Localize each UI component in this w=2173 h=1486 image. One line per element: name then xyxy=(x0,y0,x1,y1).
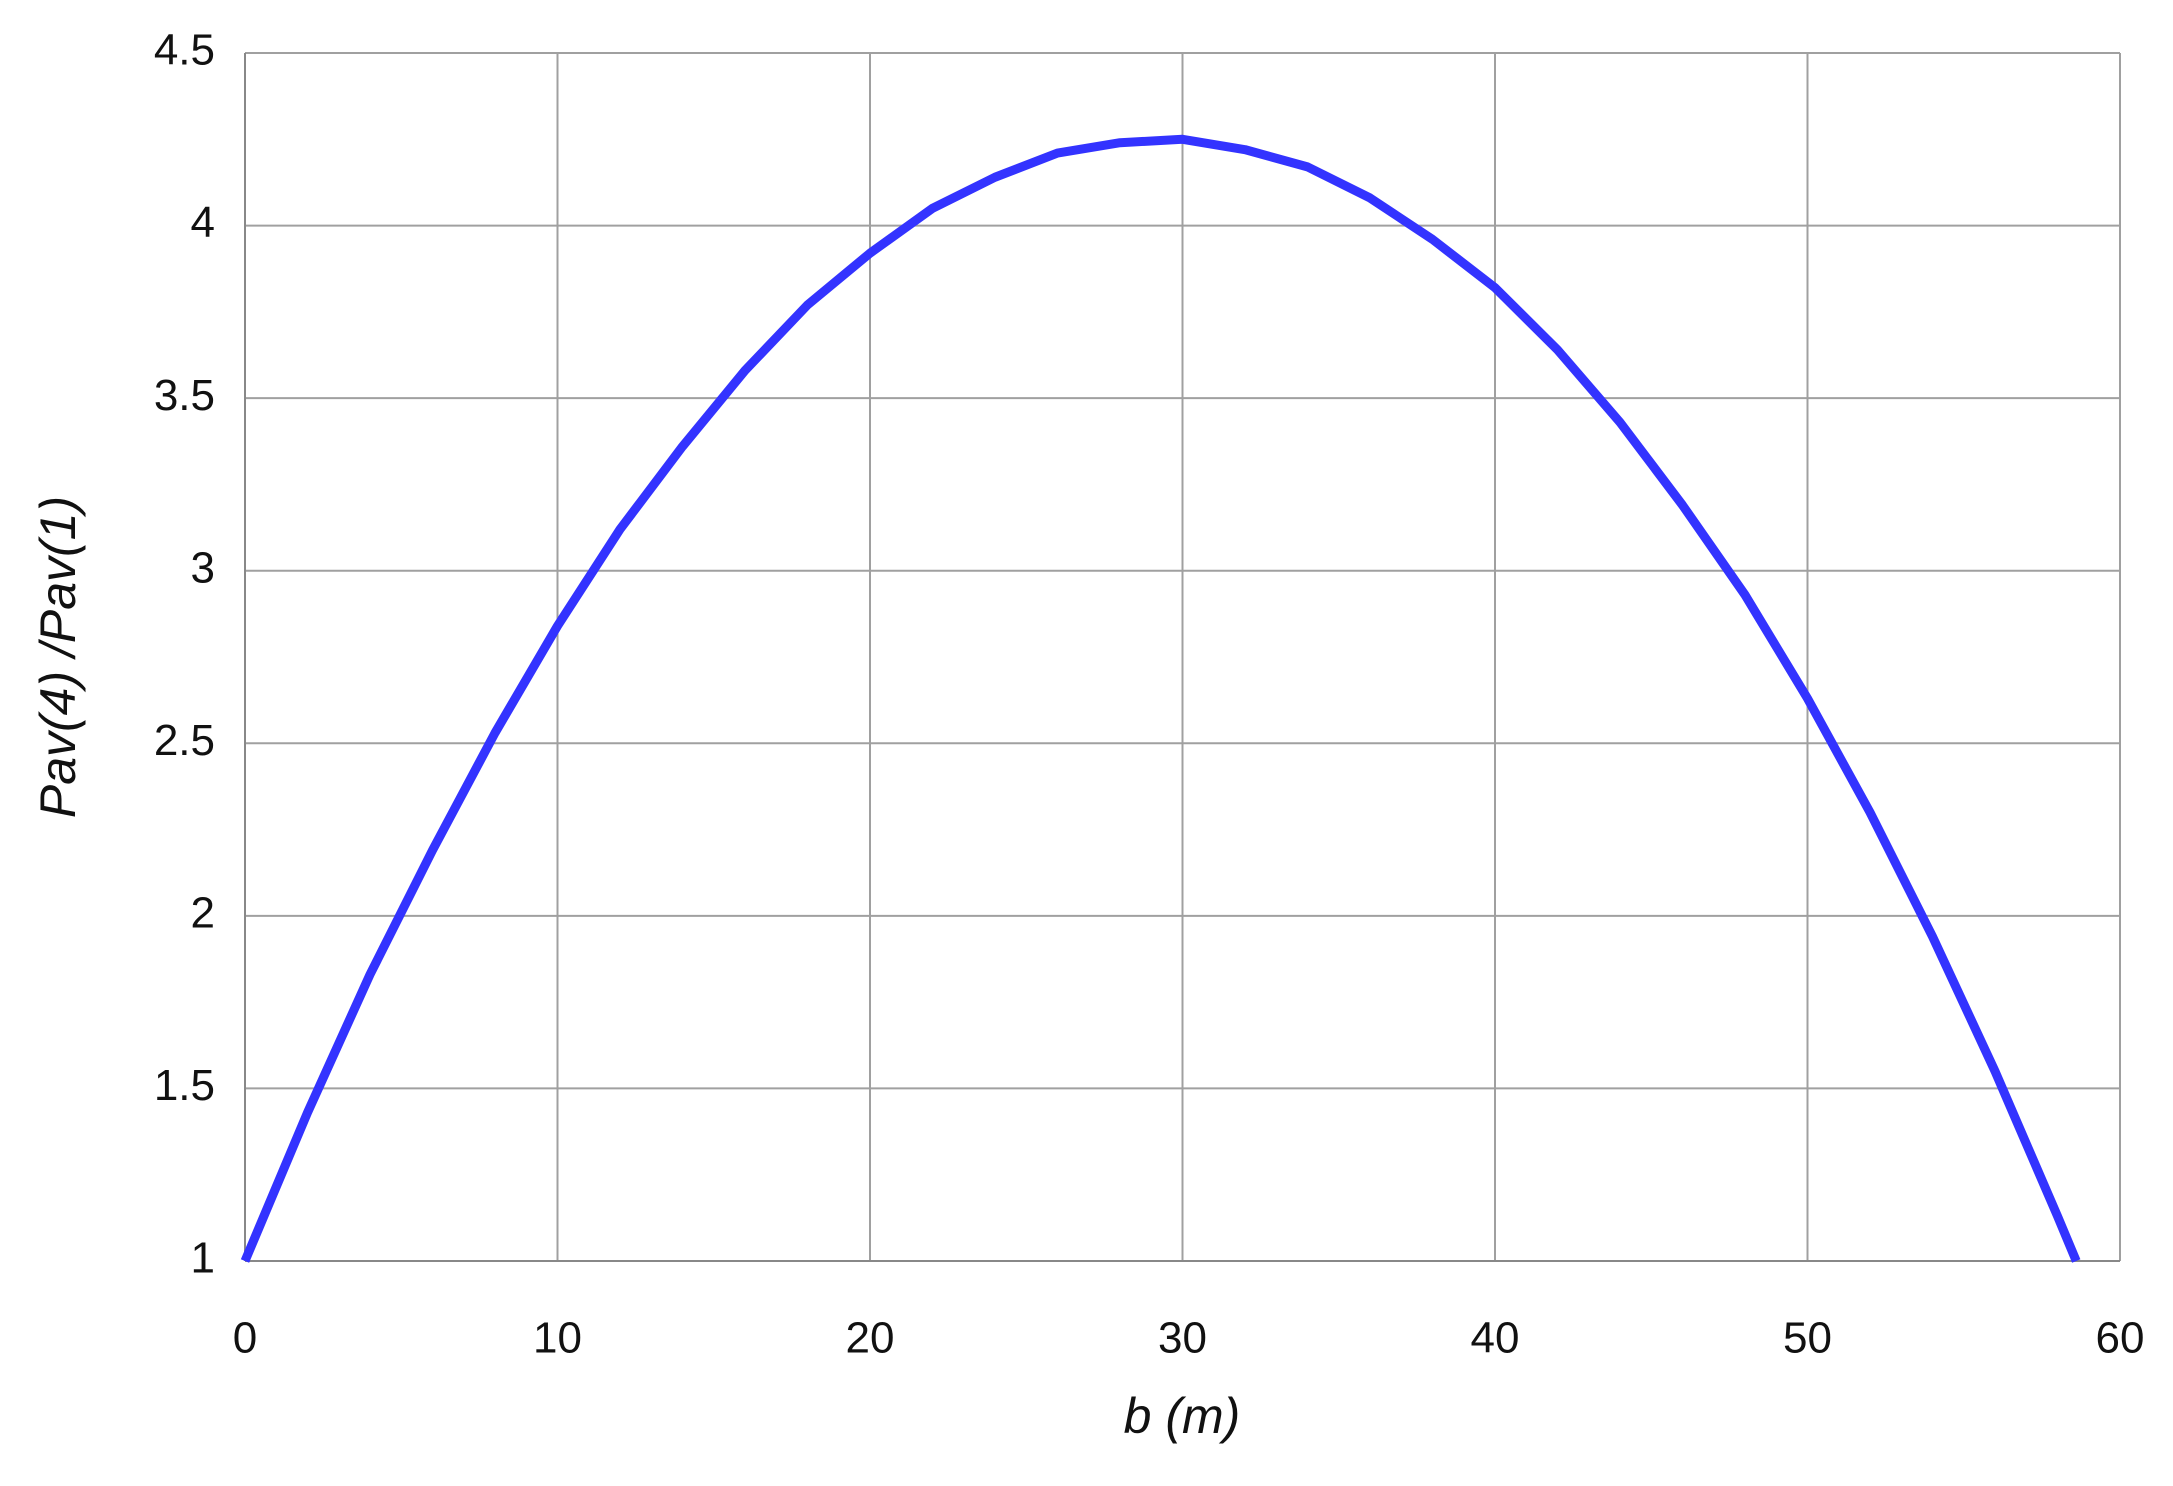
y-tick-label: 3 xyxy=(191,543,215,592)
x-axis-label: b (m) xyxy=(1124,1388,1241,1444)
y-tick-label: 2 xyxy=(191,888,215,937)
y-tick-label: 4.5 xyxy=(154,26,215,75)
y-tick-label: 1 xyxy=(191,1234,215,1283)
y-tick-label: 3.5 xyxy=(154,371,215,420)
x-tick-label: 50 xyxy=(1783,1314,1832,1363)
x-tick-label: 40 xyxy=(1471,1314,1520,1363)
x-tick-label: 30 xyxy=(1158,1314,1207,1363)
y-axis-label: Pav(4) /Pav(1) xyxy=(30,496,86,818)
data-line xyxy=(240,134,2081,1263)
y-tick-label: 2.5 xyxy=(154,716,215,765)
x-tick-label: 20 xyxy=(846,1314,895,1363)
y-tick-label: 1.5 xyxy=(154,1061,215,1110)
x-tick-label: 60 xyxy=(2096,1314,2145,1363)
y-tick-label: 4 xyxy=(191,198,215,247)
x-tick-label: 0 xyxy=(233,1314,257,1363)
x-tick-label: 10 xyxy=(533,1314,582,1363)
